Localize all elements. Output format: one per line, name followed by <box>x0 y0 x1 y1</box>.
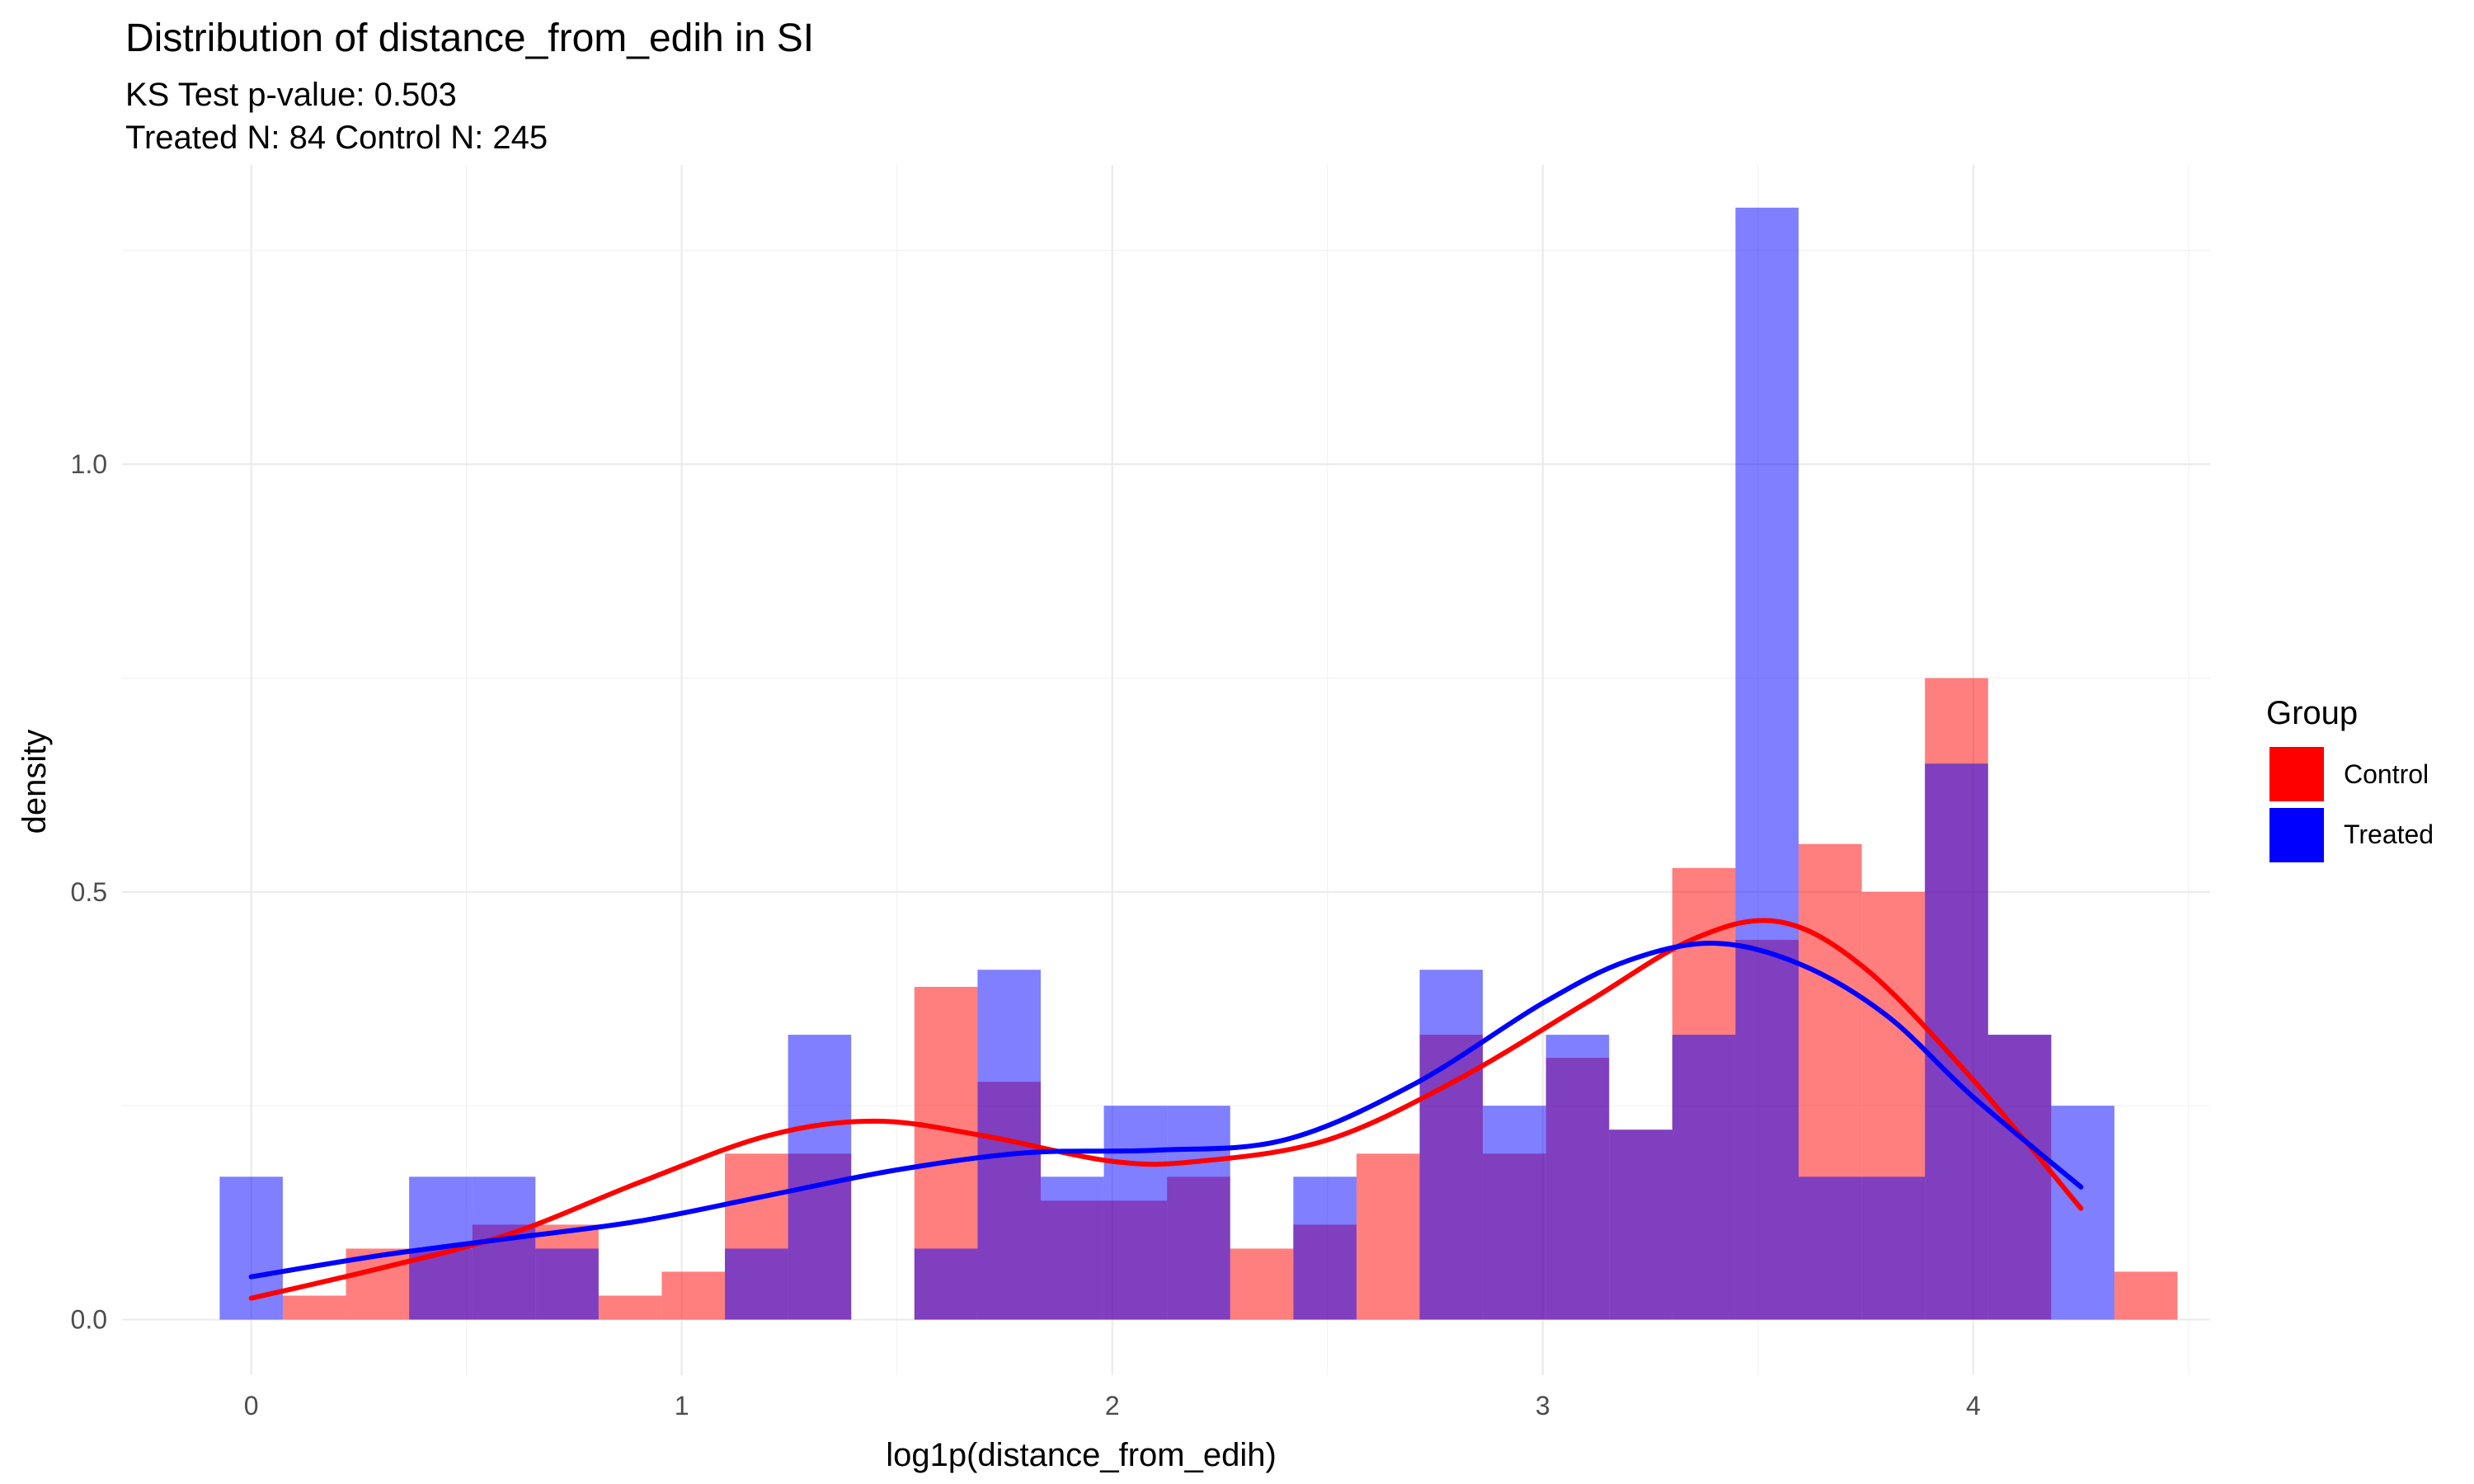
treated-histogram-bar <box>788 1035 852 1320</box>
treated-histogram-bar <box>1483 1106 1546 1320</box>
treated-histogram-bar <box>1103 1106 1168 1320</box>
treated-histogram-bar <box>1925 763 1988 1320</box>
treated-histogram-bar <box>1545 1035 1610 1320</box>
legend-swatch-treated <box>2269 808 2324 862</box>
control-histogram-bar <box>1356 1153 1420 1320</box>
y-tick-label: 1.0 <box>71 449 107 479</box>
x-tick-label: 0 <box>244 1391 259 1421</box>
treated-histogram-bar <box>1609 1129 1672 1320</box>
treated-histogram-bar <box>725 1248 788 1320</box>
treated-density-curve <box>248 941 2084 1280</box>
control-histogram-bar <box>598 1295 662 1320</box>
legend-label-control: Control <box>2344 759 2429 789</box>
legend: Group Control Treated <box>2266 695 2434 862</box>
treated-histogram-bar <box>1799 1176 1862 1320</box>
control-density-curve <box>248 918 2084 1301</box>
axis-ticks: 0 1 2 3 4 0.0 0.5 1.0 <box>71 449 1981 1421</box>
legend-title: Group <box>2266 695 2358 731</box>
treated-histogram-bar <box>535 1248 599 1320</box>
treated-histogram-bar <box>1987 1035 2052 1320</box>
treated-histogram-bar <box>1419 970 1484 1320</box>
x-tick-label: 3 <box>1536 1391 1550 1421</box>
control-histogram-bar <box>661 1271 726 1320</box>
treated-histogram-bar <box>914 1248 978 1320</box>
control-histogram-bar <box>282 1295 346 1320</box>
control-histogram-bar <box>2114 1271 2178 1320</box>
legend-swatch-control <box>2269 747 2324 801</box>
y-axis-title: density <box>16 730 53 834</box>
y-tick-label: 0.0 <box>71 1305 107 1335</box>
chart-title: Distribution of distance_from_edih in SI <box>125 16 814 60</box>
chart-subtitle-n: Treated N: 84 Control N: 245 <box>125 120 548 156</box>
x-tick-label: 2 <box>1105 1391 1120 1421</box>
x-axis-title: log1p(distance_from_edih) <box>886 1437 1277 1473</box>
legend-label-treated: Treated <box>2344 819 2434 849</box>
chart-subtitle-ks: KS Test p-value: 0.503 <box>125 77 457 113</box>
treated-histogram-bar <box>1293 1176 1357 1320</box>
treated-histogram-bar <box>2051 1106 2114 1320</box>
treated-histogram-bar <box>1040 1176 1104 1320</box>
y-tick-label: 0.5 <box>71 877 107 907</box>
treated-histogram-bar <box>1672 1035 1736 1320</box>
control-histogram-bar <box>1230 1248 1294 1320</box>
density-curves <box>248 918 2084 1301</box>
treated-histogram-bar <box>1167 1106 1230 1320</box>
treated-histogram-bar <box>1861 1176 1926 1320</box>
treated-bars <box>219 207 2114 1320</box>
treated-histogram-bar <box>472 1176 536 1320</box>
x-tick-label: 4 <box>1966 1391 1981 1421</box>
treated-histogram-bar <box>1735 207 1799 1320</box>
x-tick-label: 1 <box>675 1391 689 1421</box>
